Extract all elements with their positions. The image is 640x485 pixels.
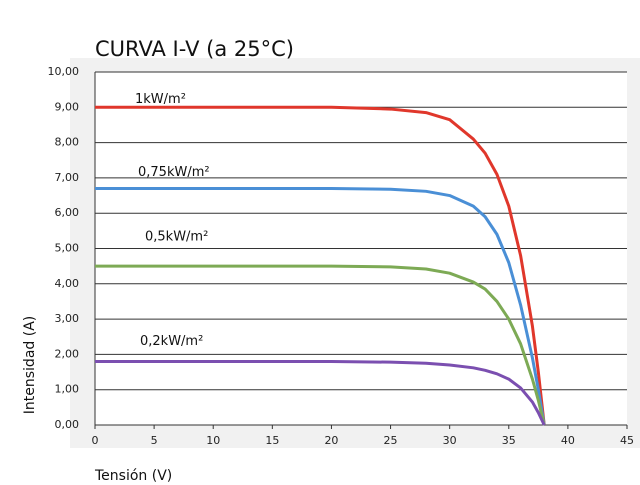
x-tick-label: 25 <box>384 434 398 447</box>
y-tick-label: 9,00 <box>55 100 80 113</box>
x-tick-label: 20 <box>324 434 338 447</box>
y-axis-label: Intensidad (A) <box>22 316 38 414</box>
series-label: 0,2kW/m² <box>140 334 203 349</box>
y-tick-label: 0,00 <box>55 418 80 431</box>
y-tick-label: 6,00 <box>55 206 80 219</box>
series-line <box>95 359 546 426</box>
y-tick-label: 1,00 <box>55 383 80 396</box>
x-tick-label: 5 <box>151 434 158 447</box>
y-tick-label: 7,00 <box>55 171 80 184</box>
series-label: 0,75kW/m² <box>138 165 210 180</box>
series-label: 0,5kW/m² <box>145 230 208 245</box>
y-tick-label: 5,00 <box>55 242 80 255</box>
x-tick-label: 0 <box>92 434 99 447</box>
series-line <box>95 186 546 426</box>
series-line <box>95 105 546 426</box>
x-tick-label: 35 <box>502 434 516 447</box>
series-line <box>95 264 546 426</box>
y-tick-label: 4,00 <box>55 277 80 290</box>
series-label: 1kW/m² <box>135 92 186 107</box>
x-axis-label: Tensión (V) <box>94 468 172 484</box>
y-tick-label: 10,00 <box>48 65 80 78</box>
x-tick-label: 40 <box>561 434 575 447</box>
y-tick-label: 2,00 <box>55 347 80 360</box>
y-tick-label: 3,00 <box>55 312 80 325</box>
x-tick-label: 15 <box>265 434 279 447</box>
y-tick-label: 8,00 <box>55 136 80 149</box>
x-tick-label: 30 <box>443 434 457 447</box>
x-tick-label: 45 <box>620 434 634 447</box>
chart-title: CURVA I-V (a 25°C) <box>95 37 294 61</box>
x-tick-label: 10 <box>206 434 220 447</box>
